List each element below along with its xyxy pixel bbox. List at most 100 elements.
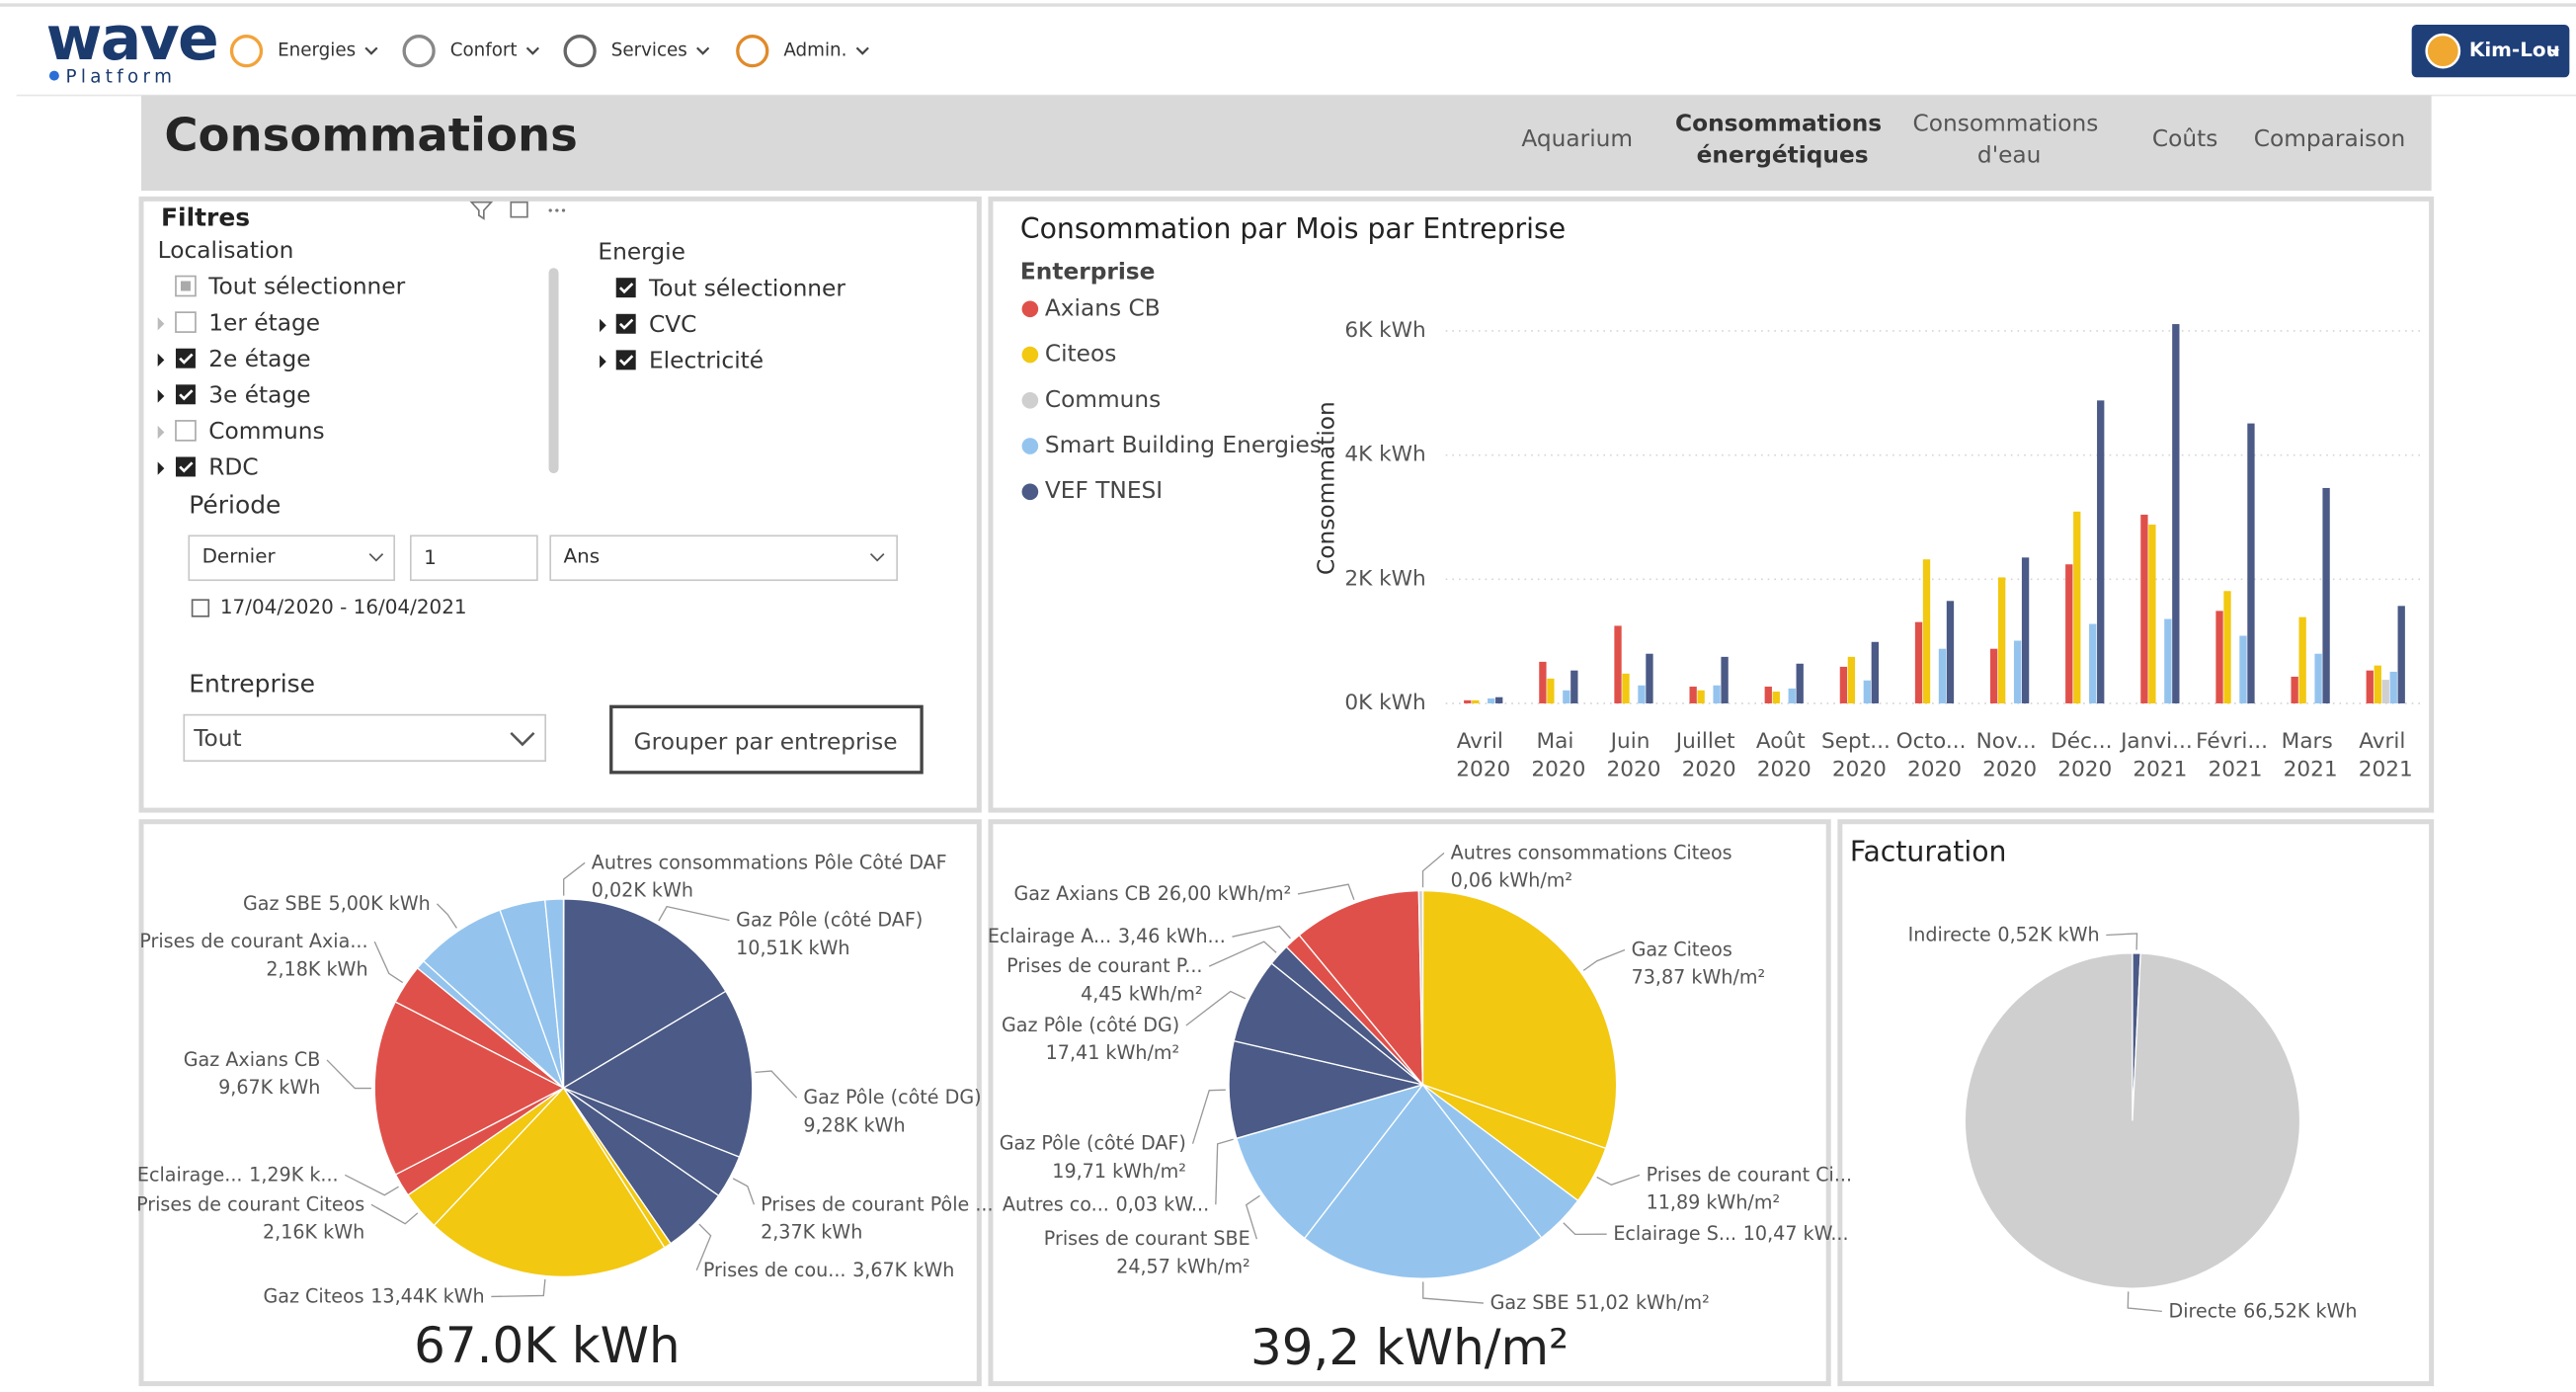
bar[interactable] bbox=[2215, 611, 2222, 703]
bar[interactable] bbox=[1622, 674, 1629, 703]
filter-item[interactable]: 1er étage bbox=[208, 309, 320, 336]
bar[interactable] bbox=[2298, 617, 2305, 703]
bar[interactable] bbox=[2014, 641, 2021, 703]
period-mode-value[interactable]: Dernier bbox=[202, 543, 277, 567]
bar[interactable] bbox=[2398, 606, 2405, 703]
bar[interactable] bbox=[1689, 687, 1696, 703]
bar[interactable] bbox=[1697, 691, 1704, 703]
bar[interactable] bbox=[1464, 700, 1471, 703]
bar[interactable] bbox=[1923, 559, 1930, 703]
menu-item[interactable]: Confort bbox=[450, 41, 518, 61]
scrollbar[interactable] bbox=[549, 268, 559, 473]
checkbox[interactable] bbox=[616, 350, 636, 369]
bar[interactable] bbox=[2247, 424, 2254, 703]
bar[interactable] bbox=[1848, 657, 1855, 703]
bar[interactable] bbox=[2148, 525, 2155, 703]
bar[interactable] bbox=[1773, 692, 1780, 703]
bar[interactable] bbox=[1638, 686, 1645, 703]
bar[interactable] bbox=[1765, 687, 1772, 703]
bar[interactable] bbox=[2164, 619, 2171, 703]
period-unit-value[interactable]: Ans bbox=[564, 543, 601, 567]
legend-marker[interactable] bbox=[1022, 300, 1039, 317]
bar[interactable] bbox=[1840, 667, 1847, 703]
period-unit[interactable] bbox=[550, 535, 897, 580]
checkbox[interactable] bbox=[616, 278, 636, 297]
legend-marker[interactable] bbox=[1022, 347, 1039, 364]
checkbox[interactable] bbox=[176, 421, 196, 441]
bar[interactable] bbox=[1614, 625, 1621, 703]
logo-subtitle[interactable]: Platform bbox=[66, 66, 177, 87]
bar[interactable] bbox=[1495, 697, 1502, 703]
nav-tab[interactable]: Aquarium bbox=[1521, 125, 1633, 152]
bar[interactable] bbox=[1570, 671, 1577, 703]
logo-title[interactable]: wave bbox=[46, 3, 218, 74]
legend-label[interactable]: Citeos bbox=[1045, 341, 1117, 368]
bar[interactable] bbox=[1998, 577, 2005, 703]
bar[interactable] bbox=[2292, 677, 2298, 703]
menu-item[interactable]: Energies bbox=[278, 41, 356, 61]
nav-tab[interactable]: Coûts bbox=[2152, 125, 2217, 152]
bar[interactable] bbox=[2089, 624, 2096, 703]
bar[interactable] bbox=[1939, 649, 1946, 703]
menu-item[interactable]: Services bbox=[611, 41, 687, 61]
more-icon[interactable] bbox=[555, 208, 558, 211]
filter-item[interactable]: Tout sélectionner bbox=[648, 275, 845, 301]
bar[interactable] bbox=[1472, 700, 1479, 703]
filter-item[interactable]: CVC bbox=[649, 311, 696, 338]
bar[interactable] bbox=[2140, 515, 2147, 703]
bar[interactable] bbox=[2239, 635, 2246, 702]
entreprise-value[interactable]: Tout bbox=[193, 725, 241, 752]
filter-item[interactable]: RDC bbox=[208, 454, 258, 481]
group-button-label[interactable]: Grouper par entreprise bbox=[634, 728, 898, 755]
filter-item[interactable]: 3e étage bbox=[208, 381, 310, 408]
bar[interactable] bbox=[2022, 557, 2029, 703]
bar[interactable] bbox=[2073, 512, 2080, 703]
legend-label[interactable]: Smart Building Energies bbox=[1045, 432, 1322, 458]
bar[interactable] bbox=[1563, 691, 1570, 703]
bar[interactable] bbox=[1864, 681, 1871, 703]
period-count-value[interactable]: 1 bbox=[424, 545, 437, 569]
legend-marker[interactable] bbox=[1022, 483, 1039, 500]
more-icon[interactable] bbox=[549, 208, 552, 211]
bar[interactable] bbox=[1547, 679, 1554, 703]
legend-marker[interactable] bbox=[1022, 438, 1039, 454]
user-name[interactable]: Kim-Lou bbox=[2469, 38, 2560, 61]
filter-item[interactable]: Communs bbox=[208, 418, 324, 445]
bar[interactable] bbox=[1797, 664, 1804, 703]
checkbox[interactable] bbox=[176, 384, 196, 404]
checkbox[interactable] bbox=[176, 349, 196, 368]
bar[interactable] bbox=[1539, 662, 1546, 703]
bar[interactable] bbox=[1915, 622, 1922, 703]
pie-slice[interactable] bbox=[1965, 953, 2299, 1288]
bar[interactable] bbox=[2382, 680, 2389, 703]
bar[interactable] bbox=[1713, 686, 1720, 703]
bar[interactable] bbox=[2223, 591, 2230, 703]
legend-label[interactable]: VEF TNESI bbox=[1045, 477, 1163, 504]
menu-item[interactable]: Admin. bbox=[783, 41, 846, 61]
bar[interactable] bbox=[1990, 649, 1997, 703]
checkbox[interactable] bbox=[176, 456, 196, 476]
bar[interactable] bbox=[2065, 564, 2072, 703]
bar[interactable] bbox=[2322, 488, 2329, 703]
bar[interactable] bbox=[1488, 698, 1494, 703]
nav-tab[interactable]: Comparaison bbox=[2254, 125, 2406, 152]
bar[interactable] bbox=[2375, 666, 2381, 703]
checkbox[interactable] bbox=[176, 312, 196, 332]
bar[interactable] bbox=[1789, 689, 1796, 703]
checkbox[interactable] bbox=[616, 314, 636, 334]
bar[interactable] bbox=[2172, 324, 2179, 703]
bar[interactable] bbox=[1721, 657, 1728, 703]
bar[interactable] bbox=[2367, 671, 2374, 703]
bar[interactable] bbox=[2390, 672, 2397, 703]
more-icon[interactable] bbox=[562, 208, 565, 211]
bar[interactable] bbox=[2314, 654, 2321, 703]
bar[interactable] bbox=[1872, 642, 1879, 703]
bar[interactable] bbox=[2097, 400, 2104, 703]
bar[interactable] bbox=[1947, 601, 1954, 703]
filter-item[interactable]: Electricité bbox=[649, 348, 764, 374]
legend-marker[interactable] bbox=[1022, 392, 1039, 409]
filter-item[interactable]: 2e étage bbox=[208, 346, 310, 372]
filter-item[interactable]: Tout sélectionner bbox=[207, 274, 405, 300]
legend-label[interactable]: Communs bbox=[1045, 386, 1161, 413]
legend-label[interactable]: Axians CB bbox=[1045, 294, 1161, 321]
